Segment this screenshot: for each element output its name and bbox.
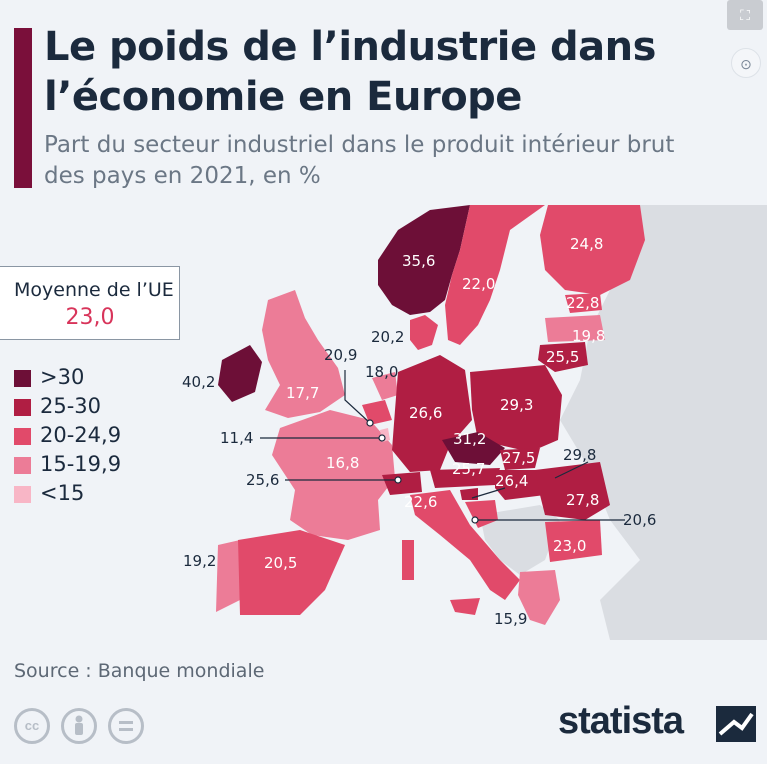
legend-swatch xyxy=(14,428,31,445)
map-country-suisse xyxy=(382,472,422,495)
map-country-lettonie xyxy=(545,315,605,342)
map-label-slovaquie: 27,5 xyxy=(502,449,536,467)
legend-label: >30 xyxy=(40,365,85,389)
by-icon[interactable] xyxy=(61,708,97,744)
leader-lines xyxy=(260,370,625,521)
map-label-espagne: 20,5 xyxy=(264,554,298,572)
map-label-grece: 15,9 xyxy=(494,610,528,628)
map-label-norvege: 35,6 xyxy=(402,252,436,270)
statista-logo[interactable]: statista xyxy=(558,700,684,742)
map-label-suede: 22,0 xyxy=(462,275,496,293)
map-label-tchequie: 31,2 xyxy=(453,430,487,448)
map-country-finlande xyxy=(540,205,645,295)
map-country-croatie xyxy=(465,500,498,528)
map-country-pays-bas xyxy=(372,372,398,400)
statista-logo-mark xyxy=(716,706,756,742)
map-label-france: 16,8 xyxy=(326,454,360,472)
map-country-danemark xyxy=(410,315,438,350)
map-label-italie: 22,6 xyxy=(404,493,438,511)
map-label-luxembourg: 11,4 xyxy=(220,429,254,447)
map-label-roumanie: 27,8 xyxy=(566,491,600,509)
map-label-lettonie: 19,8 xyxy=(572,327,606,345)
map-land-other xyxy=(560,205,767,640)
source-note: Source : Banque mondiale xyxy=(14,660,265,682)
map-country-bulgarie xyxy=(545,520,602,562)
map-country-suede xyxy=(445,205,545,345)
map-label-irlande: 40,2 xyxy=(182,373,216,391)
map-label-suisse: 25,6 xyxy=(246,471,280,489)
map-land-balkans xyxy=(480,505,560,575)
map-label-estonie: 22,8 xyxy=(566,294,600,312)
map-country-tchequie xyxy=(442,432,505,465)
fullscreen-icon[interactable]: ⛶ xyxy=(727,0,763,30)
eu-average-label: Moyenne de l’UE xyxy=(14,279,174,301)
map-country-lituanie xyxy=(538,342,588,372)
map-label-allemagne: 26,6 xyxy=(409,404,443,422)
eu-average-value: 23,0 xyxy=(65,305,115,330)
legend-label: 15-19,9 xyxy=(40,452,122,476)
map-label-slovenie: 29,8 xyxy=(563,446,597,464)
legend-swatch xyxy=(14,370,31,387)
eu-average-box: Moyenne de l’UE 23,0 xyxy=(0,266,180,340)
legend-swatch xyxy=(14,486,31,503)
map-country-espagne xyxy=(238,530,345,615)
map-label-hongrie: 26,4 xyxy=(495,472,529,490)
map-country-estonie xyxy=(565,293,602,313)
map-label-royaume-uni: 17,7 xyxy=(286,384,320,402)
map-country-irlande xyxy=(218,345,262,402)
map-label-pologne: 29,3 xyxy=(500,396,534,414)
map-country-pologne xyxy=(470,365,562,452)
map-label-belgique: 20,9 xyxy=(324,346,358,364)
cc-icon[interactable]: cc xyxy=(14,708,50,744)
map-country-norvege xyxy=(378,205,470,315)
zoom-icon[interactable]: ⊙ xyxy=(731,48,761,78)
page-subtitle: Part du secteur industriel dans le produ… xyxy=(44,132,675,189)
nd-icon[interactable] xyxy=(108,708,144,744)
map-label-bulgarie: 23,0 xyxy=(553,537,587,555)
map-country-grece xyxy=(518,570,560,625)
map-label-finlande: 24,8 xyxy=(570,235,604,253)
map-country-slovaquie xyxy=(500,448,540,470)
legend-label: 20-24,9 xyxy=(40,423,122,447)
legend-label: 25-30 xyxy=(40,394,102,418)
map-country-belgique xyxy=(362,400,392,425)
map-country-royaume-uni xyxy=(262,290,345,418)
europe-map xyxy=(216,205,767,640)
map-label-pays-bas: 18,0 xyxy=(365,363,399,381)
map-label-lituanie: 25,5 xyxy=(546,348,580,366)
map-country-france xyxy=(272,410,395,540)
map-country-italie xyxy=(410,490,520,600)
map-label-croatie: 20,6 xyxy=(623,511,657,529)
legend-swatch xyxy=(14,457,31,474)
legend-label: <15 xyxy=(40,481,85,505)
map-label-portugal: 19,2 xyxy=(183,552,217,570)
map-country-italie-sardaigne xyxy=(402,540,414,580)
map-country-hongrie xyxy=(495,470,545,500)
map-country-autriche xyxy=(430,468,500,488)
map-country-italie-sicile xyxy=(450,598,480,615)
map-label-autriche: 25,7 xyxy=(452,460,486,478)
title-accent-bar xyxy=(14,28,32,188)
map-country-allemagne xyxy=(392,355,472,472)
map-country-slovenie xyxy=(460,488,478,500)
leader-dots xyxy=(366,419,479,524)
map-country-roumanie xyxy=(535,462,610,520)
page-title: Le poids de l’industrie dans l’économie … xyxy=(44,24,656,120)
map-label-danemark: 20,2 xyxy=(371,328,405,346)
map-country-portugal xyxy=(216,540,240,612)
legend-swatch xyxy=(14,399,31,416)
